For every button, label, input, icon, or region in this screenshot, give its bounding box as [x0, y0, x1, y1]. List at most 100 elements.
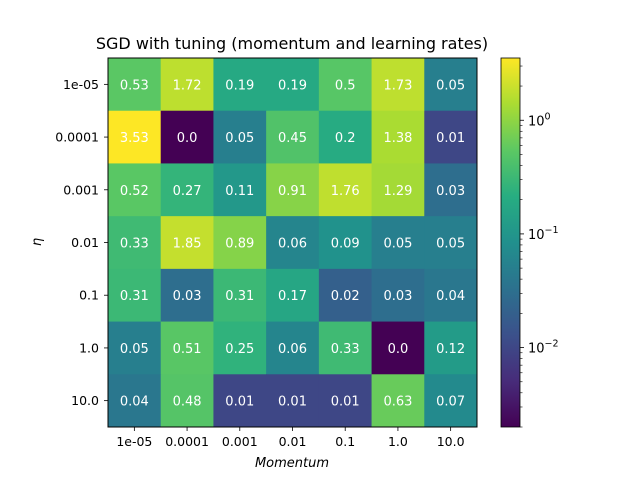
heatmap-cell	[266, 163, 320, 217]
cell-value-label: 0.12	[436, 342, 465, 357]
colorbar-ticks: 10−2 10−1 100	[520, 65, 559, 428]
heatmap-cell	[108, 374, 162, 428]
heatmap-cell	[318, 268, 373, 323]
cell-value-label: 0.01	[331, 395, 360, 410]
heatmap-cell	[371, 58, 425, 112]
cell-value-label: 0.05	[225, 131, 254, 146]
x-tick-label: 1e-05	[116, 434, 152, 449]
cell-value-label: 0.33	[120, 237, 149, 252]
y-tick-label: 0.1	[79, 288, 99, 303]
cell-value-label: 0.03	[173, 289, 202, 304]
cell-value-label: 0.04	[436, 289, 465, 304]
x-axis-label: Momentum	[255, 456, 329, 471]
heatmap-cell	[160, 110, 214, 164]
cell-value-label: 0.5	[335, 78, 356, 93]
cell-value-label: 0.27	[173, 184, 202, 199]
cell-value-label: 0.63	[383, 395, 412, 410]
x-tick-label: 0.0001	[165, 434, 209, 449]
heatmap-cell	[424, 268, 478, 323]
heatmap-cell	[108, 321, 162, 375]
cell-value-label: 1.85	[173, 237, 202, 252]
cell-value-label: 0.02	[331, 289, 360, 304]
y-tick-label: 10.0	[71, 393, 99, 408]
cell-value-label: 0.48	[173, 395, 202, 410]
heatmap-cell	[318, 110, 373, 164]
heatmap-cell	[424, 321, 478, 375]
heatmap-cell	[266, 321, 320, 375]
heatmap-cells	[108, 58, 478, 428]
cell-value-label: 0.52	[120, 184, 149, 199]
cell-value-label: 1.73	[383, 78, 412, 93]
heatmap-cell	[108, 110, 162, 164]
cell-value-label: 0.89	[225, 237, 254, 252]
cell-value-label: 0.25	[225, 342, 254, 357]
colorbar-tick-label: 100	[528, 111, 551, 129]
x-tick-label: 1.0	[388, 434, 408, 449]
heatmap-cell	[318, 163, 373, 217]
cell-value-label: 0.03	[383, 289, 412, 304]
heatmap-cell	[213, 216, 267, 270]
cell-value-label: 1.76	[331, 184, 360, 199]
cell-value-label: 0.0	[388, 342, 409, 357]
heatmap-cell	[213, 374, 267, 428]
heatmap-cell	[160, 374, 214, 428]
heatmap-cell	[424, 58, 478, 112]
cell-value-label: 0.51	[173, 342, 202, 357]
x-axis-ticks: 1e-05 0.0001 0.001 0.01 0.1 1.0 10.0	[116, 427, 465, 449]
cell-value-label: 1.72	[173, 78, 202, 93]
cell-value-label: 0.05	[436, 78, 465, 93]
cell-value-label: 0.05	[120, 342, 149, 357]
y-tick-label: 0.0001	[55, 130, 99, 145]
cell-value-label: 0.45	[278, 131, 307, 146]
heatmap-cell	[371, 374, 425, 428]
cell-value-label: 0.11	[225, 184, 254, 199]
heatmap-cell	[371, 110, 425, 164]
cell-value-label: 0.33	[331, 342, 360, 357]
colorbar-tick-label: 10−1	[528, 225, 559, 243]
heatmap-cell	[266, 110, 320, 164]
heatmap-cell	[318, 216, 373, 270]
chart-title: SGD with tuning (momentum and learning r…	[96, 34, 488, 53]
y-tick-label: 1.0	[79, 340, 99, 355]
x-tick-label: 0.1	[335, 434, 355, 449]
cell-value-label: 0.31	[120, 289, 149, 304]
cell-value-label: 1.29	[383, 184, 412, 199]
cell-value-label: 0.06	[278, 342, 307, 357]
cell-value-label: 0.01	[436, 131, 465, 146]
heatmap-cell	[160, 163, 214, 217]
heatmap-cell	[371, 163, 425, 217]
heatmap-cell	[318, 58, 373, 112]
x-tick-label: 10.0	[437, 434, 465, 449]
y-tick-label: 0.01	[71, 235, 99, 250]
heatmap-cell	[371, 216, 425, 270]
cell-value-label: 0.53	[120, 78, 149, 93]
heatmap-cell	[318, 374, 373, 428]
cell-value-label: 0.09	[331, 237, 360, 252]
heatmap-cell	[213, 268, 267, 323]
heatmap-cell	[213, 110, 267, 164]
x-tick-label: 0.001	[222, 434, 258, 449]
cell-value-label: 0.19	[225, 78, 254, 93]
y-axis-label: η	[30, 238, 45, 246]
heatmap-cell	[371, 321, 425, 375]
cell-value-label: 0.05	[436, 237, 465, 252]
heatmap-cell	[160, 58, 214, 112]
cell-value-label: 0.01	[225, 395, 254, 410]
y-tick-label: 1e-05	[63, 77, 99, 92]
colorbar-tick-label: 10−2	[528, 339, 559, 357]
heatmap-cell	[266, 374, 320, 428]
heatmap-cell	[371, 268, 425, 323]
cell-value-label: 0.91	[278, 184, 307, 199]
heatmap-cell	[424, 216, 478, 270]
heatmap-cell	[424, 110, 478, 164]
heatmap-cell	[108, 216, 162, 270]
cell-value-label: 0.2	[335, 131, 356, 146]
heatmap-cell	[424, 374, 478, 428]
cell-value-label: 3.53	[120, 131, 149, 146]
heatmap-cell	[266, 216, 320, 270]
y-axis-ticks: 1e-05 0.0001 0.001 0.01 0.1 1.0 10.0	[55, 77, 108, 408]
heatmap-cell	[266, 268, 320, 323]
heatmap-cell	[108, 163, 162, 217]
cell-value-label: 0.05	[383, 237, 412, 252]
cell-labels: 0.53 1.72 0.19 0.19 0.5 1.73 0.05 3.53 0.0 0.05 0.…	[120, 78, 465, 409]
